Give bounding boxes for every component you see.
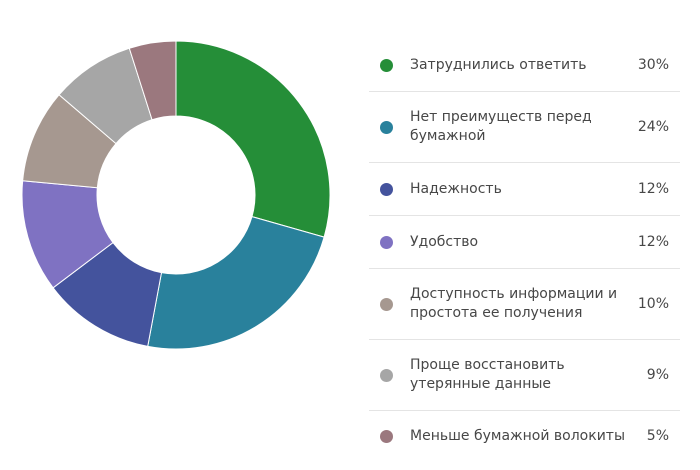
- legend-swatch: [380, 368, 393, 382]
- legend-item: Нет преимуществ перед бумажной 24%: [369, 92, 680, 163]
- legend-item: Затруднились ответить 30%: [369, 39, 680, 92]
- legend-label: Надежность: [410, 180, 502, 197]
- legend-value: 9%: [646, 366, 669, 383]
- legend-value: 30%: [637, 56, 669, 73]
- legend-label: Удобство: [410, 233, 479, 250]
- donut-slice-2: [147, 216, 325, 350]
- legend-swatch: [380, 429, 393, 443]
- legend-item: Меньше бумажной волокиты 5%: [369, 411, 680, 461]
- legend-value: 12%: [637, 233, 669, 250]
- donut-chart-svg: [21, 40, 331, 350]
- legend-swatch: [380, 297, 393, 311]
- legend-value: 12%: [637, 180, 669, 197]
- legend-swatch: [380, 120, 393, 134]
- donut-slice-7: [128, 40, 177, 121]
- legend-value: 10%: [637, 295, 669, 312]
- legend-item: Доступность информации и простота ее пол…: [369, 269, 680, 340]
- donut-slice-1: [175, 40, 331, 238]
- legend-item: Проще восстановить утерянные данные 9%: [369, 340, 680, 411]
- legend-swatch: [380, 235, 393, 249]
- legend-label: Затруднились ответить: [410, 56, 587, 73]
- legend-item: Удобство 12%: [369, 216, 680, 269]
- legend-value: 24%: [637, 118, 669, 135]
- legend-label: Нет преимуществ перед бумажной: [410, 109, 592, 144]
- legend-swatch: [380, 182, 393, 196]
- legend-item: Надежность 12%: [369, 163, 680, 216]
- donut-chart: [21, 40, 331, 350]
- legend-label: Проще восстановить утерянные данные: [410, 357, 565, 392]
- legend-swatch: [380, 58, 393, 72]
- legend-value: 5%: [646, 427, 669, 444]
- chart-legend: Затруднились ответить 30% Нет преимуществ …: [369, 39, 680, 461]
- legend-label: Доступность информации и простота ее пол…: [410, 286, 618, 321]
- legend-label: Меньше бумажной волокиты: [410, 427, 626, 444]
